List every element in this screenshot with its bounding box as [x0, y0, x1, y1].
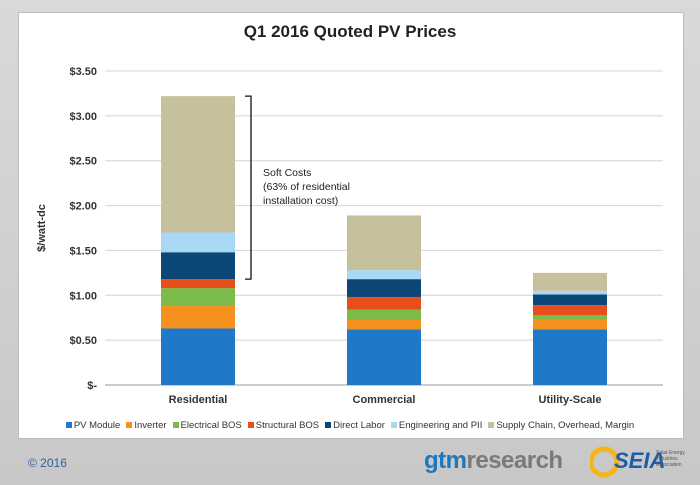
- legend-item: Inverter: [126, 420, 167, 431]
- bar-segment: [161, 279, 235, 289]
- legend-label: Direct Labor: [333, 420, 385, 431]
- x-tick-label: Utility-Scale: [539, 394, 602, 406]
- seia-subtitle: Solar Energy Industries Association: [656, 450, 685, 468]
- bar-segment: [533, 315, 607, 320]
- legend-item: PV Module: [65, 420, 121, 431]
- y-tick-label: $1.50: [69, 245, 97, 257]
- seia-logo: SEIA: [614, 448, 666, 473]
- x-tick-label: Residential: [169, 394, 228, 406]
- bar-segment: [533, 305, 607, 316]
- bar-segment: [347, 329, 421, 385]
- bar-segment: [347, 309, 421, 320]
- legend-item: Electrical BOS: [172, 420, 242, 431]
- gtm-logo-accent: research: [466, 447, 564, 474]
- bar-segment: [161, 328, 235, 385]
- y-tick-label: $3.00: [69, 111, 97, 123]
- bar-segment: [347, 215, 421, 271]
- bar-segment: [533, 290, 607, 295]
- bar-segment: [533, 329, 607, 385]
- seia-sun-icon: [590, 446, 620, 478]
- soft-costs-annotation: Soft Costs: [263, 167, 311, 179]
- bar-segment: [347, 319, 421, 330]
- legend-label: Engineering and PII: [398, 420, 483, 431]
- legend-label: Inverter: [134, 420, 167, 431]
- y-tick-label: $3.50: [69, 66, 97, 78]
- bar-segment: [161, 306, 235, 329]
- legend-item: Supply Chain, Overhead, Margin: [488, 420, 634, 431]
- soft-costs-bracket: [245, 95, 252, 280]
- soft-costs-annotation: (63% of residential: [263, 181, 350, 193]
- legend-item: Engineering and PII: [390, 420, 483, 431]
- y-tick-label: $2.50: [69, 156, 97, 168]
- legend-label: Supply Chain, Overhead, Margin: [496, 420, 635, 431]
- legend-swatch: [65, 422, 72, 429]
- soft-costs-annotation: installation cost): [263, 195, 338, 207]
- bar-segment: [161, 96, 235, 233]
- legend-swatch: [325, 422, 332, 429]
- legend-swatch: [172, 422, 179, 429]
- bar-segment: [533, 294, 607, 306]
- legend-swatch: [247, 422, 254, 429]
- legend-swatch: [390, 422, 397, 429]
- bar-segment: [161, 252, 235, 280]
- legend-swatch: [488, 422, 495, 429]
- chart-title: Q1 2016 Quoted PV Prices: [243, 22, 457, 41]
- copyright-text: © 2016: [28, 456, 67, 470]
- bar-segment: [347, 270, 421, 280]
- y-tick-label: $1.00: [69, 290, 97, 302]
- y-tick-label: $-: [87, 380, 97, 392]
- gtm-research-logo: gtmresearch: [424, 447, 563, 475]
- legend-item: Structural BOS: [247, 420, 320, 431]
- chart-legend: PV Module Inverter Electrical BOS Structura…: [0, 420, 700, 431]
- bar-segment: [347, 297, 421, 310]
- x-tick-label: Commercial: [353, 394, 416, 406]
- gtm-logo-main: gtm: [424, 447, 467, 474]
- legend-label: Electrical BOS: [180, 420, 242, 431]
- legend-swatch: [126, 422, 133, 429]
- bar-segment: [533, 272, 607, 291]
- y-tick-label: $0.50: [69, 335, 97, 347]
- bar-segment: [533, 319, 607, 330]
- legend-label: Structural BOS: [255, 420, 320, 431]
- y-tick-label: $2.00: [69, 201, 97, 213]
- legend-item: Direct Labor: [325, 420, 385, 431]
- bar-segment: [161, 288, 235, 307]
- y-axis-label: $/watt-dc: [36, 204, 48, 252]
- bar-segment: [347, 279, 421, 298]
- legend-label: PV Module: [73, 420, 121, 431]
- bar-segment: [161, 232, 235, 253]
